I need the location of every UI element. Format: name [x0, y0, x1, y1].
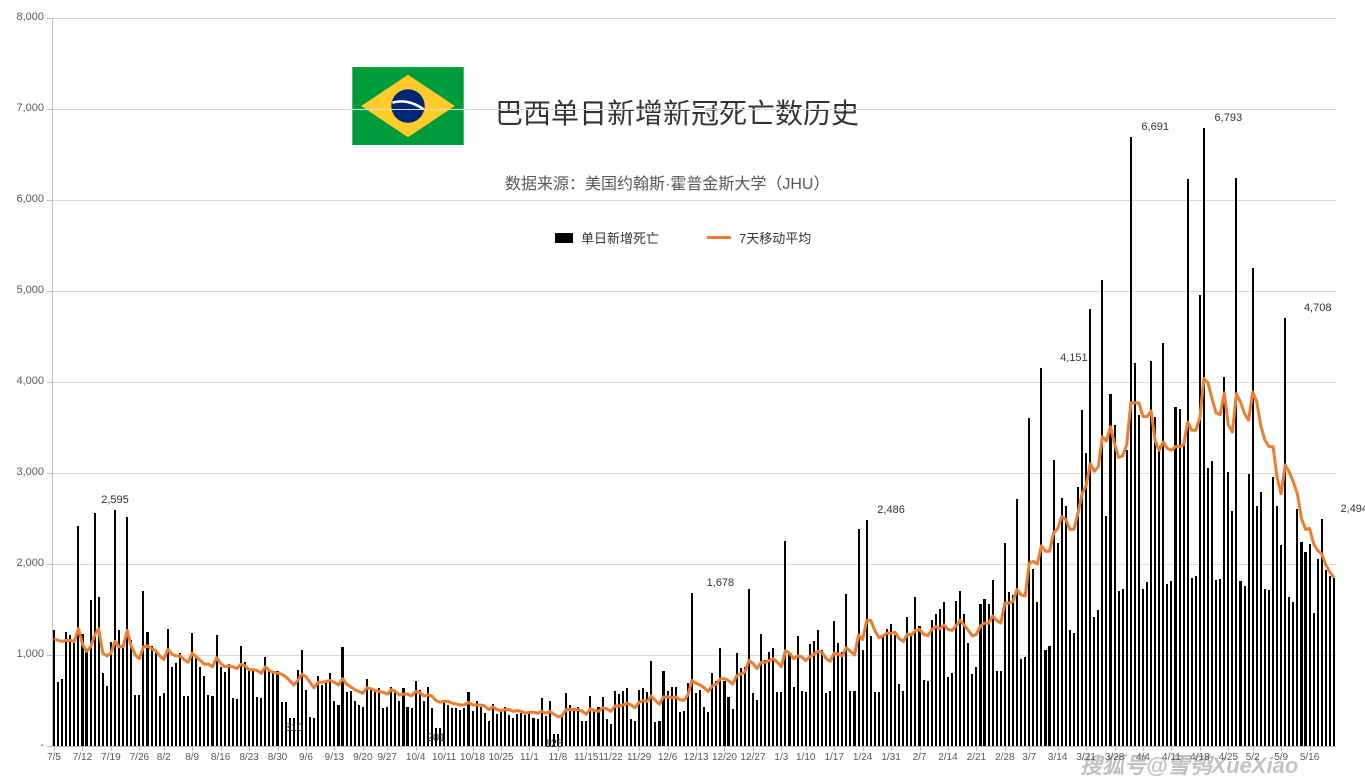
- x-tick: [753, 746, 754, 751]
- x-tick-label: 1/3: [774, 752, 788, 763]
- x-tick: [82, 746, 83, 751]
- watermark: 搜狐号@雪鸮XueXiao: [1080, 748, 1298, 780]
- x-tick-label: 8/9: [185, 752, 199, 763]
- x-tick-label: 11/22: [599, 752, 623, 763]
- x-tick-label: 7/12: [73, 752, 92, 763]
- x-tick-label: 12/20: [712, 752, 737, 763]
- x-tick-label: 2/14: [938, 752, 957, 763]
- x-tick: [221, 746, 222, 751]
- x-tick: [249, 746, 250, 751]
- x-tick: [416, 746, 417, 751]
- x-tick: [611, 746, 612, 751]
- y-tick-label: 8,000: [0, 11, 44, 23]
- x-tick: [54, 746, 55, 751]
- x-tick: [1058, 746, 1059, 751]
- data-label: 201: [427, 732, 445, 744]
- x-tick-label: 11/1: [520, 752, 539, 763]
- x-tick-label: 10/18: [460, 752, 485, 763]
- x-tick-label: 1/17: [824, 752, 843, 763]
- data-label: 2,494: [1341, 503, 1365, 515]
- x-tick-label: 2/28: [995, 752, 1014, 763]
- data-label: 310: [285, 722, 303, 734]
- x-tick: [306, 746, 307, 751]
- x-tick: [724, 746, 725, 751]
- x-tick: [586, 746, 587, 751]
- x-tick-label: 8/2: [157, 752, 171, 763]
- chart-container: 巴西单日新增新冠死亡数历史 数据来源：美国约翰斯·霍普金斯大学（JHU） 单日新…: [0, 0, 1365, 781]
- x-tick-label: 5/16: [1300, 752, 1319, 763]
- x-tick: [639, 746, 640, 751]
- x-tick-label: 9/27: [377, 752, 396, 763]
- y-tick-label: 3,000: [0, 466, 44, 478]
- x-tick-label: 11/29: [627, 752, 651, 763]
- x-tick-label: 10/25: [488, 752, 513, 763]
- x-tick: [192, 746, 193, 751]
- x-tick: [1005, 746, 1006, 751]
- x-tick-label: 8/16: [211, 752, 230, 763]
- x-tick: [363, 746, 364, 751]
- data-label: 2,486: [877, 504, 905, 516]
- x-tick-label: 1/31: [881, 752, 900, 763]
- x-tick: [278, 746, 279, 751]
- x-tick-label: 8/30: [268, 752, 287, 763]
- x-tick-label: 10/11: [432, 752, 456, 763]
- x-tick-label: 7/5: [47, 752, 61, 763]
- x-tick: [1029, 746, 1030, 751]
- y-tick-label: 4,000: [0, 375, 44, 387]
- x-tick: [1310, 746, 1311, 751]
- x-tick: [920, 746, 921, 751]
- x-tick: [111, 746, 112, 751]
- y-tick-label: 7,000: [0, 102, 44, 114]
- x-tick-label: 1/10: [796, 752, 815, 763]
- data-label: 2,595: [101, 494, 129, 506]
- x-tick-label: 1/24: [853, 752, 872, 763]
- data-label: 6,691: [1141, 121, 1169, 133]
- y-tick-label: 5,000: [0, 284, 44, 296]
- x-tick-label: 3/14: [1048, 752, 1067, 763]
- data-label: 4,708: [1304, 302, 1332, 314]
- x-tick-label: 3/7: [1022, 752, 1036, 763]
- x-tick: [501, 746, 502, 751]
- x-tick: [976, 746, 977, 751]
- x-tick: [473, 746, 474, 751]
- x-tick: [806, 746, 807, 751]
- x-tick: [948, 746, 949, 751]
- data-label: 6,793: [1215, 112, 1243, 124]
- x-tick: [444, 746, 445, 751]
- x-tick: [863, 746, 864, 751]
- data-label: 128: [545, 738, 563, 750]
- x-tick-label: 12/13: [684, 752, 709, 763]
- x-tick-label: 12/6: [658, 752, 677, 763]
- x-tick-label: 7/19: [101, 752, 120, 763]
- x-tick: [387, 746, 388, 751]
- x-tick: [334, 746, 335, 751]
- x-tick-label: 9/20: [353, 752, 372, 763]
- data-label: 4,151: [1060, 352, 1088, 364]
- y-tick-label: 1,000: [0, 648, 44, 660]
- x-tick-label: 7/26: [130, 752, 149, 763]
- x-tick-label: 11/15: [574, 752, 598, 763]
- x-tick-label: 9/13: [325, 752, 344, 763]
- data-label: 1,678: [707, 577, 735, 589]
- x-tick: [834, 746, 835, 751]
- y-tick-label: -: [0, 739, 44, 751]
- x-tick-label: 10/4: [406, 752, 425, 763]
- x-tick-label: 8/23: [239, 752, 258, 763]
- x-tick-label: 11/8: [549, 752, 568, 763]
- x-tick: [139, 746, 140, 751]
- x-tick: [164, 746, 165, 751]
- x-tick: [891, 746, 892, 751]
- x-tick-label: 2/7: [913, 752, 927, 763]
- x-tick: [781, 746, 782, 751]
- x-tick: [668, 746, 669, 751]
- x-tick-label: 9/6: [299, 752, 313, 763]
- x-tick-label: 2/21: [967, 752, 986, 763]
- y-tick-label: 2,000: [0, 557, 44, 569]
- x-tick: [529, 746, 530, 751]
- x-tick: [696, 746, 697, 751]
- y-tick-label: 6,000: [0, 193, 44, 205]
- x-tick-label: 12/27: [740, 752, 765, 763]
